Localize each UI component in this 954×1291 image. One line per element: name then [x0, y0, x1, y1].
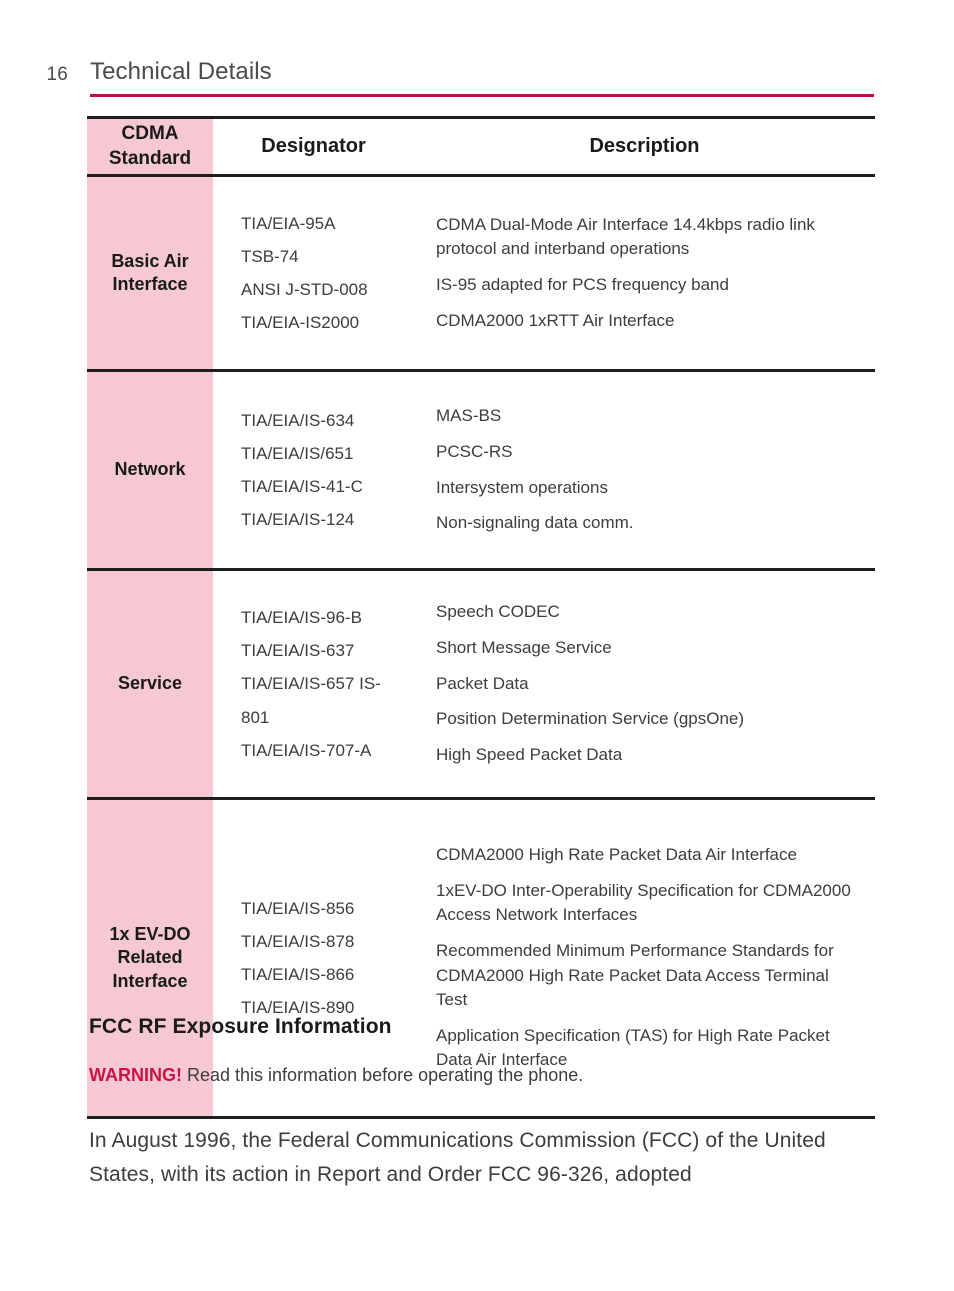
- table-row: Service TIA/EIA/IS-96-B TIA/EIA/IS-637 T…: [87, 568, 875, 800]
- description-item: Speech CODEC: [436, 602, 560, 622]
- designator-item: TIA/EIA-95A: [241, 213, 336, 233]
- description-item: PCSC-RS: [436, 441, 513, 461]
- standard-line1: Network: [114, 459, 186, 480]
- cell-designator: TIA/EIA/IS-634 TIA/EIA/IS/651 TIA/EIA/IS…: [213, 369, 414, 571]
- description-item: IS-95 adapted for PCS frequency band: [436, 275, 729, 294]
- designator-item: TIA/EIA/IS-856: [241, 898, 355, 918]
- designator-item: TIA/EIA/IS-878: [241, 931, 355, 951]
- standard-line1: 1x EV-DO: [109, 924, 191, 945]
- designator-item: TIA/EIA/IS-866: [241, 965, 355, 984]
- cell-description: CDMA2000 High Rate Packet Data Air Inter…: [414, 797, 875, 1119]
- designator-item: TIA/EIA/IS-637: [241, 641, 355, 661]
- description-item: CDMA Dual-Mode Air Interface 14.4kbps ra…: [436, 214, 815, 259]
- fcc-section: FCC RF Exposure Information WARNING! Rea…: [89, 1015, 879, 1192]
- standard-line2: Interface: [112, 274, 188, 294]
- designator-item: TIA/EIA/IS-124: [241, 510, 355, 530]
- standard-line2: Related: [117, 947, 183, 968]
- column-header-cdma-standard: CDMA Standard: [87, 116, 213, 177]
- description-item: High Speed Packet Data: [436, 744, 623, 764]
- description-item: Non-signaling data comm.: [436, 513, 634, 533]
- description-item: Short Message Service: [436, 638, 612, 658]
- warning-line: WARNING! Read this information before op…: [89, 1063, 879, 1088]
- cell-designator: TIA/EIA-95A TSB-74 ANSI J-STD-008 TIA/EI…: [213, 174, 414, 372]
- table-row: 1x EV-DO Related Interface TIA/EIA/IS-85…: [87, 797, 875, 1119]
- column-header-designator: Designator: [213, 116, 414, 177]
- table-row: Basic Air Interface TIA/EIA-95A TSB-74 A…: [87, 174, 875, 372]
- standard-line3: Interface: [112, 970, 188, 991]
- warning-text: Read this information before operating t…: [182, 1065, 584, 1085]
- description-item: Packet Data: [436, 673, 529, 693]
- description-item: Intersystem operations: [436, 477, 608, 497]
- designator-item: TIA/EIA/IS-890: [241, 998, 355, 1018]
- description-item: CDMA2000 High Rate Packet Data Air Inter…: [436, 844, 797, 864]
- table-body: Basic Air Interface TIA/EIA-95A TSB-74 A…: [87, 174, 875, 1119]
- designator-item: TIA/EIA/IS-634: [241, 410, 355, 430]
- designator-item: ANSI J-STD-008: [241, 280, 368, 299]
- description-item: MAS-BS: [436, 406, 502, 426]
- cell-designator: TIA/EIA/IS-856 TIA/EIA/IS-878 TIA/EIA/IS…: [213, 797, 414, 1119]
- description-item: 1xEV-DO Inter-Operability Specification …: [436, 880, 851, 925]
- cell-cdma-standard: Network: [87, 369, 213, 571]
- description-item: Recommended Minimum Performance Standard…: [436, 940, 834, 1010]
- cell-designator: TIA/EIA/IS-96-B TIA/EIA/IS-637 TIA/EIA/I…: [213, 568, 414, 800]
- page-title: Technical Details: [90, 58, 272, 85]
- designator-item: TIA/EIA/IS-41-C: [241, 477, 363, 496]
- cell-description: MAS-BS PCSC-RS Intersystem operations No…: [414, 369, 875, 571]
- designator-item: TIA/EIA/IS-96-B: [241, 608, 362, 628]
- body-paragraph: In August 1996, the Federal Communicatio…: [89, 1129, 826, 1187]
- cell-cdma-standard: Basic Air Interface: [87, 174, 213, 372]
- warning-label: WARNING!: [89, 1065, 182, 1085]
- column-header-cdma-standard-line1: CDMA: [121, 123, 179, 145]
- cdma-standards-table: CDMA Standard Designator Description Bas…: [87, 116, 875, 1119]
- table-header-row: CDMA Standard Designator Description: [87, 116, 875, 177]
- designator-item: TIA/EIA/IS-657 IS-801: [241, 674, 381, 727]
- column-header-description: Description: [414, 116, 875, 177]
- standard-line1: Basic Air: [111, 250, 189, 271]
- cell-description: Speech CODEC Short Message Service Packe…: [414, 568, 875, 800]
- designator-item: TIA/EIA/IS-707-A: [241, 740, 372, 760]
- cell-cdma-standard: Service: [87, 568, 213, 800]
- running-header: 16 Technical Details: [0, 58, 954, 102]
- standard-line1: Service: [117, 673, 183, 694]
- table-header: CDMA Standard Designator Description: [87, 116, 875, 177]
- section-heading: FCC RF Exposure Information: [89, 1015, 392, 1038]
- cell-description: CDMA Dual-Mode Air Interface 14.4kbps ra…: [414, 174, 875, 372]
- description-item: Application Specification (TAS) for High…: [436, 1025, 830, 1070]
- description-item: Position Determination Service (gpsOne): [436, 709, 745, 729]
- designator-item: TSB-74: [241, 246, 299, 266]
- cell-cdma-standard: 1x EV-DO Related Interface: [87, 797, 213, 1119]
- designator-item: TIA/EIA-IS2000: [241, 313, 360, 333]
- description-item: CDMA2000 1xRTT Air Interface: [436, 310, 675, 330]
- page-number: 16: [46, 64, 68, 85]
- column-header-cdma-standard-line2: Standard: [108, 147, 192, 169]
- header-rule: [90, 94, 874, 97]
- table-row: Network TIA/EIA/IS-634 TIA/EIA/IS/651 TI…: [87, 369, 875, 571]
- designator-item: TIA/EIA/IS/651: [241, 443, 354, 463]
